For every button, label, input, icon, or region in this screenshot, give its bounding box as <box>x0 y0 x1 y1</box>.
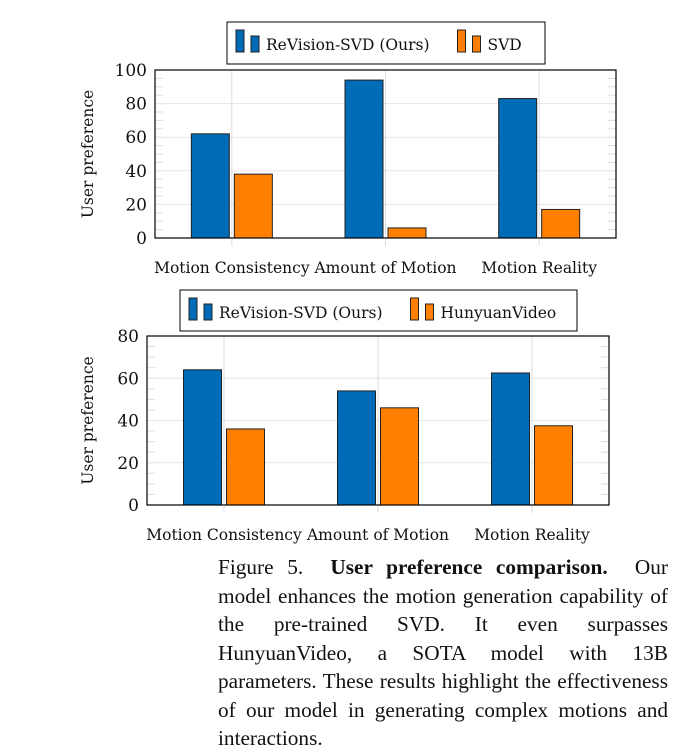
x-tick-label: Motion Consistency <box>146 526 302 544</box>
legend-label: ReVision-SVD (Ours) <box>266 36 430 54</box>
bar-hunyuanvideo <box>380 407 419 506</box>
caption-text: Our model enhances the motion generation… <box>218 555 668 750</box>
y-tick-label: 40 <box>125 162 147 182</box>
y-tick-label: 60 <box>117 369 139 389</box>
bar-svd <box>387 227 427 239</box>
legend-swatch <box>472 35 481 53</box>
legend: ReVision-SVD (Ours) SVD <box>226 21 546 65</box>
x-tick-label: Motion Reality <box>474 526 590 544</box>
legend-box <box>226 21 546 65</box>
y-tick-label: 80 <box>125 95 147 115</box>
bar-revision-svd-ours <box>491 372 530 506</box>
legend-swatch <box>410 297 419 321</box>
legend-swatch <box>188 297 198 321</box>
legend-label: SVD <box>488 36 522 54</box>
bar-revision-svd-ours <box>183 369 222 506</box>
legend-label: HunyuanVideo <box>441 304 557 322</box>
bar-hunyuanvideo <box>534 425 573 506</box>
chart-1: 0 20 40 60 80 100 Motion Consistency Amount of … <box>79 21 617 277</box>
figure-caption: Figure 5. User preference comparison. Ou… <box>218 553 668 753</box>
legend-box <box>179 289 578 332</box>
legend-label: ReVision-SVD (Ours) <box>219 304 383 322</box>
x-tick-label: Motion Reality <box>481 259 597 277</box>
plot-frame <box>146 335 610 506</box>
y-tick-label: 60 <box>125 128 147 148</box>
bar-svd <box>541 208 581 239</box>
legend-swatch <box>203 303 213 321</box>
x-tick-label: Amount of Motion <box>313 259 456 277</box>
legend-swatch <box>425 303 434 321</box>
chart-2: 0 20 40 60 80 Motion Consistency Amount of Mot… <box>79 289 610 544</box>
y-axis-label: User preference <box>79 90 97 218</box>
y-tick-label: 0 <box>128 496 139 516</box>
x-tick-label: Motion Consistency <box>154 259 310 277</box>
bar-revision-svd-ours <box>190 133 230 239</box>
legend-swatch <box>457 29 466 53</box>
caption-label: Figure 5. <box>218 555 304 579</box>
bar-revision-svd-ours <box>344 79 384 239</box>
y-tick-label: 20 <box>125 195 147 215</box>
legend: ReVision-SVD (Ours) HunyuanVideo <box>179 289 578 332</box>
y-tick-label: 100 <box>115 61 147 81</box>
bar-svd <box>233 173 273 239</box>
plot-frame <box>154 69 617 239</box>
y-tick-label: 40 <box>117 412 139 432</box>
y-tick-label: 0 <box>136 229 147 249</box>
legend-swatch <box>250 35 260 53</box>
legend-swatch <box>235 29 245 53</box>
bar-revision-svd-ours <box>337 390 376 506</box>
caption-title: User preference comparison. <box>330 555 608 579</box>
y-tick-label: 80 <box>117 327 139 347</box>
bar-revision-svd-ours <box>498 98 538 239</box>
y-tick-label: 20 <box>117 454 139 474</box>
y-axis-label: User preference <box>79 356 97 484</box>
x-tick-label: Amount of Motion <box>306 526 449 544</box>
bar-hunyuanvideo <box>226 428 265 506</box>
